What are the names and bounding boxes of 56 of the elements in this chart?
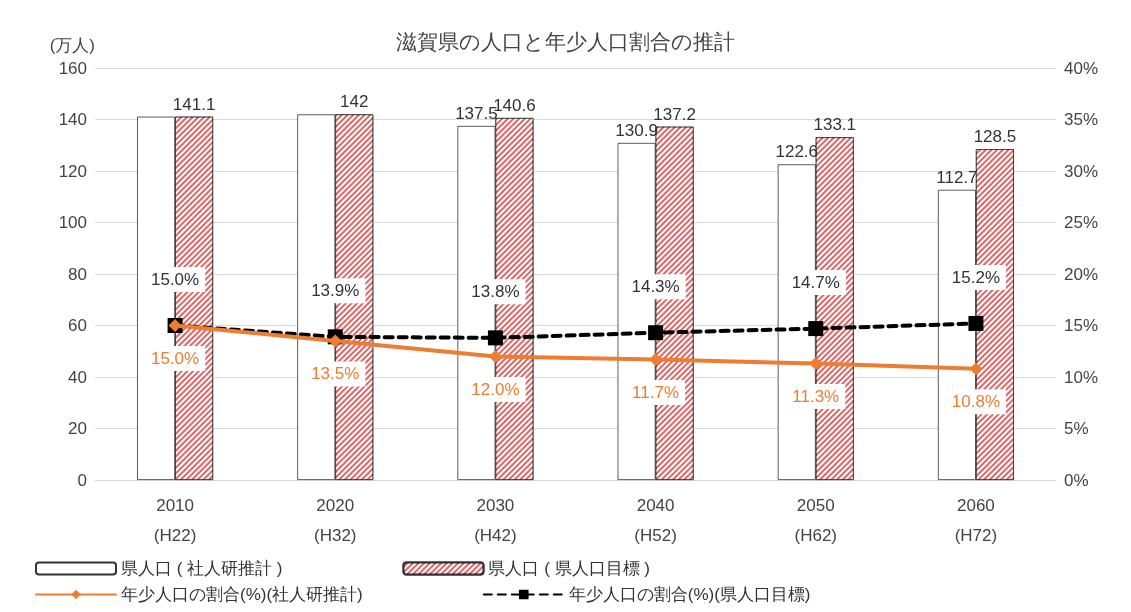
x-tick-label: 2060 (H72) [954,495,998,545]
point [648,325,664,341]
y-tick-label: 80 [68,264,87,284]
data-label: 142 [340,92,369,112]
y-tick-label: 0 [77,470,87,490]
x-tick-label: 2030 (H42) [474,495,517,545]
y2-tick-label: 20% [1064,264,1099,284]
legend-label: 年少人口の割合(%)(社人研推計) [121,585,363,604]
x-tick-label: 2050 (H62) [794,495,838,545]
data-label: 128.5 [973,127,1017,147]
point [649,352,663,366]
y-tick-label: 120 [58,161,87,181]
legend-label: 県人口 ( 社人研推計 ) [121,559,283,578]
legend-label: 県人口 ( 県人口目標 ) [488,559,650,578]
y-axis-title: (万人) [49,36,95,55]
y-tick-label: 60 [68,316,87,335]
data-label: 13.5% [311,364,360,384]
y2-tick-label: 35% [1064,110,1099,129]
point [487,330,503,346]
y-tick-label: 100 [58,213,87,232]
data-label: 10.8% [951,392,1001,412]
data-label: 15.0% [150,270,200,289]
point [328,334,342,348]
data-label: 11.7% [632,382,680,402]
data-label: 15.0% [150,349,200,368]
y-tick-label: 160 [58,58,87,78]
data-label: 137.2 [653,104,696,124]
y2-tick-label: 25% [1064,213,1099,232]
data-label: 12.0% [471,379,520,399]
data-label: 14.7% [791,273,840,293]
data-label: 13.9% [311,281,360,301]
point [968,315,984,331]
data-label: 133.1 [813,115,857,135]
point [809,357,823,371]
y2-tick-label: 15% [1064,316,1099,335]
data-label: 11.3% [792,387,840,407]
point [969,362,983,376]
y2-tick-label: 30% [1064,161,1099,181]
y2-tick-label: 5% [1064,419,1089,438]
point [488,349,502,363]
legend-label: 年少人口の割合(%)(県人口目標) [568,585,811,604]
point [808,321,824,337]
data-label: 141.1 [172,94,216,114]
x-tick-label: 2010 (H22) [153,495,197,545]
y2-tick-label: 0% [1064,470,1089,490]
data-label: 15.2% [951,267,1001,287]
x-tick-label: 2020 (H32) [313,495,357,545]
x-tick-label: 2040 (H52) [634,495,677,545]
y-tick-label: 40 [68,367,87,387]
y2-tick-label: 40% [1064,58,1099,78]
data-label: 13.8% [471,282,520,302]
y2-tick-label: 10% [1064,367,1099,387]
y-tick-label: 140 [58,110,87,129]
y-tick-label: 20 [68,419,87,438]
chart-title: 滋賀県の人口と年少人口割合の推計 [396,30,735,53]
data-label: 14.3% [631,277,680,297]
